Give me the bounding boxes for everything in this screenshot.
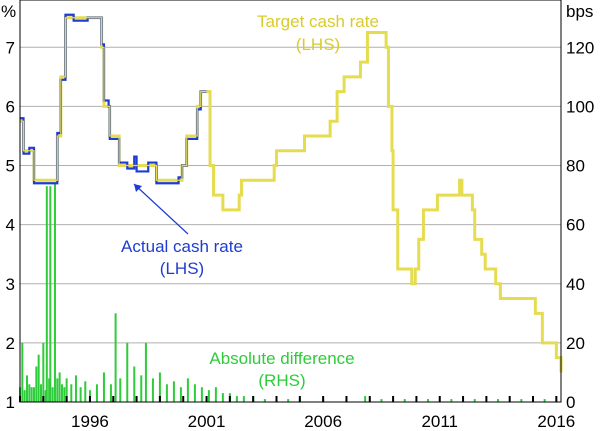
target-cash-rate-overlay-line [20, 17, 562, 373]
actual-cash-rate-line [20, 13, 207, 185]
difference-bar [39, 384, 42, 402]
difference-bar [25, 375, 28, 402]
difference-bar [140, 375, 143, 402]
right-tick-label: 0 [566, 393, 575, 412]
diff-annotation-line1: Absolute difference [209, 349, 354, 368]
difference-bar [473, 399, 476, 402]
difference-bar [214, 387, 217, 402]
left-tick-label: 6 [6, 97, 15, 116]
difference-bar [287, 399, 290, 402]
difference-bar [84, 381, 87, 402]
difference-bar [42, 342, 45, 402]
right-tick-label: 80 [566, 157, 585, 176]
difference-bar [35, 366, 38, 402]
x-tick-label: 2016 [537, 412, 575, 431]
difference-bar [186, 378, 189, 402]
difference-bar [79, 387, 82, 402]
left-tick-label: 4 [6, 216, 15, 235]
difference-bar [44, 390, 47, 402]
difference-bar [380, 399, 383, 402]
actual-annotation-line1: Actual cash rate [121, 237, 243, 256]
left-tick-label: 1 [6, 393, 15, 412]
difference-bars [19, 183, 546, 402]
target-annotation-line2: (LHS) [296, 35, 340, 54]
difference-bar [193, 384, 196, 402]
difference-bar [21, 342, 24, 402]
right-tick-label: 100 [566, 97, 594, 116]
difference-bar [172, 381, 175, 402]
target-annotation-line1: Target cash rate [257, 12, 379, 31]
difference-bar [200, 387, 203, 402]
right-tick-label: 20 [566, 334, 585, 353]
difference-bar [48, 378, 51, 402]
x-tick-label: 1996 [71, 412, 109, 431]
difference-bar [151, 378, 154, 402]
difference-bar [49, 186, 52, 402]
actual-annotation-arrow [133, 183, 189, 235]
difference-bar [37, 354, 40, 402]
difference-bar [179, 387, 182, 402]
difference-bar [60, 384, 63, 402]
left-tick-label: 2 [6, 334, 15, 353]
difference-bar [63, 387, 66, 402]
left-axis-unit: % [1, 2, 16, 21]
difference-bar [65, 378, 68, 402]
difference-bar [364, 396, 367, 402]
actual-annotation-arrowhead [134, 184, 142, 192]
difference-bar [221, 393, 224, 402]
difference-bar [450, 399, 453, 402]
difference-bar [520, 399, 523, 402]
diff-annotation-line2: (RHS) [258, 371, 305, 390]
difference-bar [95, 384, 98, 402]
difference-bar [133, 366, 136, 402]
difference-bar [30, 387, 33, 402]
difference-bar [165, 384, 168, 402]
difference-bar [28, 384, 31, 402]
difference-bar [109, 384, 112, 402]
difference-bar [242, 396, 245, 402]
difference-bar [32, 387, 35, 402]
difference-bar [56, 378, 59, 402]
right-tick-label: 40 [566, 275, 585, 294]
difference-bar [427, 399, 430, 402]
difference-bar [74, 375, 77, 402]
x-tick-label: 2001 [188, 412, 226, 431]
difference-bar [70, 384, 73, 402]
difference-bar [114, 313, 117, 402]
x-axis-ticks: 1996 2001 2006 2011 2016 [19, 396, 575, 431]
right-axis-unit: bps [566, 2, 593, 21]
difference-bar [126, 342, 129, 402]
plot-frame [19, 0, 562, 403]
difference-bar [51, 387, 54, 402]
difference-bar [102, 372, 105, 402]
grid-lines [20, 46, 561, 344]
difference-bar [158, 372, 161, 402]
series-lines [20, 13, 563, 373]
right-axis-ticks: 0 20 40 60 80 100 120 [566, 38, 594, 412]
difference-bar [263, 399, 266, 402]
left-tick-label: 7 [6, 38, 15, 57]
difference-bar [235, 396, 238, 402]
difference-bar [144, 342, 147, 402]
difference-bar [543, 399, 546, 402]
difference-bar [403, 399, 406, 402]
difference-bar [23, 390, 26, 402]
difference-bar [119, 378, 122, 402]
x-tick-label: 2011 [421, 412, 458, 431]
right-tick-label: 60 [566, 216, 585, 235]
left-axis-ticks: 1 2 3 4 5 6 7 [6, 38, 15, 412]
left-tick-label: 5 [6, 157, 15, 176]
right-tick-label: 120 [566, 38, 594, 57]
actual-annotation-line2: (LHS) [160, 259, 204, 278]
target-cash-rate-line [20, 16, 563, 373]
left-tick-label: 3 [6, 275, 15, 294]
difference-bar [58, 372, 61, 402]
difference-bar [497, 399, 500, 402]
difference-bar [45, 186, 48, 402]
x-tick-label: 2006 [304, 412, 342, 431]
difference-bar [207, 390, 210, 402]
difference-bar [53, 183, 56, 402]
